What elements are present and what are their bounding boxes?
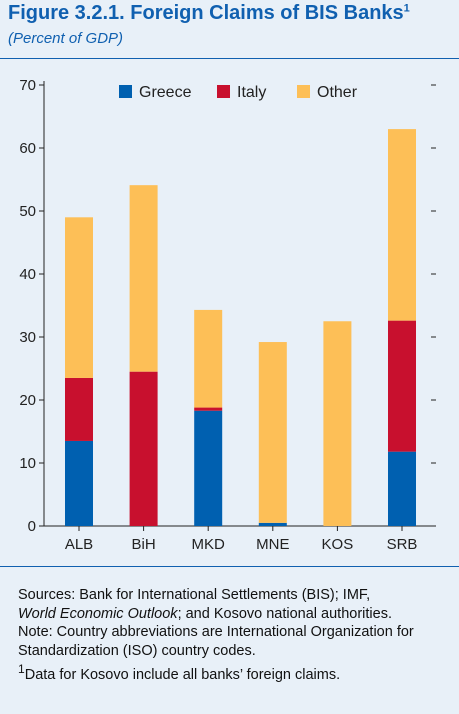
legend-swatch-other <box>297 85 310 98</box>
bottom-rule <box>0 566 459 567</box>
chart-subtitle: (Percent of GDP) <box>8 30 124 47</box>
bar-greece-mne <box>258 522 287 526</box>
note-line: Note: Country abbreviations are Internat… <box>18 624 414 659</box>
chart-area: 0 10 20 30 40 50 60 70 ALB BiH MKD MNE KOS SRB Greece I… <box>0 66 459 566</box>
legend-label-greece: Greece <box>139 84 192 101</box>
bar-other-kos <box>323 321 352 526</box>
sources-text-2: ; and Kosovo national authorities. <box>177 605 392 622</box>
y-tick-label: 70 <box>19 77 36 94</box>
legend-swatch-italy <box>217 85 230 98</box>
sources-text-1: Sources: Bank for International Settleme… <box>18 587 371 603</box>
legend-label-italy: Italy <box>237 84 266 101</box>
bar-other-bih <box>129 185 158 372</box>
bar-other-mkd <box>194 309 223 408</box>
footnote-text: Data for Kosovo include all banks’ forei… <box>24 666 341 683</box>
chart-title-text: Figure 3.2.1. Foreign Claims of BIS Bank… <box>8 2 404 24</box>
bar-other-srb <box>388 129 416 321</box>
bar-italy-srb <box>388 320 416 452</box>
footnote-line: 1Data for Kosovo include all banks’ fore… <box>18 660 454 684</box>
stacked-bar-chart: 0 10 20 30 40 50 60 70 ALB BiH MKD MNE KOS SRB Greece I… <box>19 77 436 553</box>
y-tick-label: 50 <box>19 203 36 220</box>
y-tick-label: 40 <box>19 266 36 283</box>
top-rule <box>0 58 459 59</box>
legend-swatch-greece <box>119 85 132 98</box>
bar-other-mne <box>258 342 287 523</box>
bar-italy-alb <box>65 377 93 441</box>
footnote-mark: 1 <box>18 662 25 676</box>
x-tick-label: MKD <box>192 536 226 553</box>
legend-label-other: Other <box>317 84 358 101</box>
bar-italy-bih <box>129 371 158 526</box>
bar-greece-srb <box>388 451 416 526</box>
bar-greece-mkd <box>194 410 223 526</box>
x-tick-label: KOS <box>322 536 354 553</box>
y-tick-label: 60 <box>19 140 36 157</box>
title-footnote-mark: 1 <box>403 2 410 15</box>
bar-greece-alb <box>65 440 93 526</box>
bar-italy-mkd <box>194 407 223 411</box>
y-tick-label: 0 <box>28 518 36 535</box>
x-tick-label: SRB <box>387 536 418 553</box>
x-tick-label: ALB <box>65 536 93 553</box>
y-tick-label: 20 <box>19 392 36 409</box>
y-tick-label: 10 <box>19 455 36 472</box>
y-tick-label: 30 <box>19 329 36 346</box>
footnotes: Sources: Bank for International Settleme… <box>18 586 454 684</box>
bar-other-alb <box>65 217 93 378</box>
sources-publication: World Economic Outlook <box>18 605 178 622</box>
x-tick-label: MNE <box>256 536 289 553</box>
x-tick-label: BiH <box>132 536 156 553</box>
chart-title: Figure 3.2.1. Foreign Claims of BIS Bank… <box>8 2 410 25</box>
sources-line: Sources: Bank for International Settleme… <box>18 586 454 623</box>
